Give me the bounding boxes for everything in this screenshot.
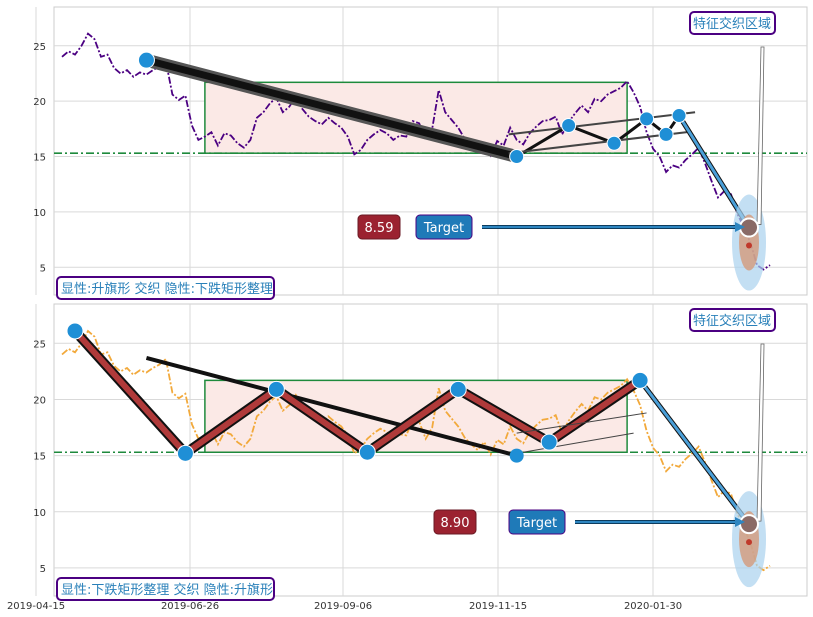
pattern-point [540,433,558,451]
predicted-value: 8.90 [441,516,470,531]
pattern-point [176,444,194,462]
flag-upper-line [508,111,696,136]
zone-tag-box [689,11,776,35]
predicted-value-box [357,214,401,240]
target-center-dot [746,242,753,249]
pattern-point [561,118,577,134]
target-marker [739,514,760,535]
pattern-point [137,51,155,69]
target-label-box [415,214,473,240]
flag-upper-line [516,412,647,434]
pattern-point [639,111,655,127]
pattern-point [606,135,622,151]
pattern-point [358,443,376,461]
y-tick-label: 20 [33,97,46,108]
pattern-downtrend-line [145,355,518,458]
pattern-point [449,380,467,398]
pattern-note-box [56,577,275,601]
y-tick-label: 5 [40,564,46,575]
pattern-point [658,126,674,142]
flag-lower-line [516,432,634,454]
zone-tag: 特征交织区域 [693,313,771,329]
flag-lower-line [508,131,688,155]
predicted-value: 8.59 [365,221,394,236]
y-tick-label: 15 [33,452,46,463]
target-needle [756,343,765,522]
y-tick-label: 5 [40,263,46,274]
zone-tag-box [689,308,776,332]
y-tick-label: 25 [33,339,46,350]
y-tick-label: 10 [33,508,46,519]
target-label: Target [423,221,464,236]
target-arrow-head [735,517,746,527]
y-tick-label: 15 [33,153,46,164]
target-arrow-head [735,222,746,232]
price-line [61,32,771,271]
pattern-note-box [56,276,275,300]
pattern-point [267,380,285,398]
pattern-leg-core [142,56,521,161]
target-label-box [508,509,566,535]
x-tick-label: 2019-04-15 [7,601,65,612]
x-tick-label: 2020-01-30 [624,601,682,612]
pattern-note: 显性:下跌矩形整理 交织 隐性:升旗形 [61,582,273,598]
pattern-point [671,108,687,124]
target-label: Target [516,516,557,531]
pattern-point [631,371,649,389]
target-center-dot [746,539,753,546]
predicted-value-box [433,509,477,535]
pattern-note: 显性:升旗形 交织 隐性:下跌矩形整理 [61,281,273,297]
y-tick-label: 25 [33,42,46,53]
y-tick-label: 10 [33,208,46,219]
x-tick-label: 2019-11-15 [469,601,527,612]
pattern-marker [509,448,524,463]
y-tick-label: 20 [33,395,46,406]
projection-line [638,379,751,526]
zone-tag: 特征交织区域 [693,16,771,32]
pattern-point [509,149,525,165]
pattern-point [66,322,84,340]
x-tick-label: 2019-09-06 [314,601,372,612]
target-needle [756,46,765,225]
x-tick-label: 2019-06-26 [161,601,219,612]
